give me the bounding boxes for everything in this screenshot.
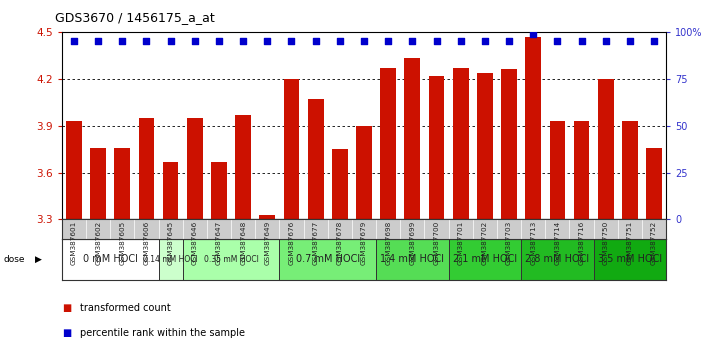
- Bar: [138, 118, 154, 219]
- Text: percentile rank within the sample: percentile rank within the sample: [80, 328, 245, 338]
- Point: [503, 39, 515, 44]
- Bar: [62, 239, 159, 280]
- Text: GSM387679: GSM387679: [361, 221, 367, 265]
- Bar: [376, 239, 448, 280]
- Point: [68, 39, 80, 44]
- Text: ■: ■: [62, 303, 71, 313]
- Text: GSM387602: GSM387602: [95, 221, 101, 265]
- Text: GSM387698: GSM387698: [385, 221, 391, 265]
- Text: 0.7 mM HOCl: 0.7 mM HOCl: [296, 254, 360, 264]
- Point: [92, 39, 104, 44]
- Text: GSM387716: GSM387716: [579, 221, 585, 265]
- Text: GSM387645: GSM387645: [167, 221, 174, 265]
- Text: ▶: ▶: [35, 255, 41, 264]
- Point: [237, 39, 249, 44]
- Point: [358, 39, 370, 44]
- Text: 1.4 mM HOCl: 1.4 mM HOCl: [380, 254, 444, 264]
- Bar: [183, 239, 280, 280]
- Bar: [593, 239, 666, 280]
- Bar: [356, 126, 372, 219]
- Point: [189, 39, 201, 44]
- Text: GSM387750: GSM387750: [603, 221, 609, 265]
- Text: 3.5 mM HOCl: 3.5 mM HOCl: [598, 254, 662, 264]
- Bar: [280, 239, 376, 280]
- Bar: [380, 68, 396, 219]
- Text: 2.1 mM HOCl: 2.1 mM HOCl: [453, 254, 517, 264]
- Text: GSM387648: GSM387648: [240, 221, 246, 265]
- Text: 0.14 mM HOCl: 0.14 mM HOCl: [143, 255, 198, 264]
- Text: transformed count: transformed count: [80, 303, 171, 313]
- Text: GSM387703: GSM387703: [506, 221, 512, 265]
- Text: GDS3670 / 1456175_a_at: GDS3670 / 1456175_a_at: [55, 11, 214, 24]
- Point: [165, 39, 176, 44]
- Text: 2.8 mM HOCl: 2.8 mM HOCl: [526, 254, 590, 264]
- Point: [600, 39, 612, 44]
- Point: [648, 39, 660, 44]
- Text: ■: ■: [62, 328, 71, 338]
- Text: GSM387678: GSM387678: [337, 221, 343, 265]
- Bar: [646, 148, 662, 219]
- Text: GSM387677: GSM387677: [312, 221, 319, 265]
- Bar: [429, 76, 444, 219]
- Bar: [235, 115, 251, 219]
- Text: GSM387606: GSM387606: [143, 221, 149, 265]
- Point: [552, 39, 563, 44]
- Text: GSM387752: GSM387752: [651, 221, 657, 265]
- Bar: [501, 69, 517, 219]
- Point: [455, 39, 467, 44]
- Bar: [90, 148, 106, 219]
- Text: 0 mM HOCl: 0 mM HOCl: [83, 254, 138, 264]
- Point: [285, 39, 297, 44]
- Bar: [259, 215, 275, 219]
- Bar: [550, 121, 565, 219]
- Text: GSM387647: GSM387647: [216, 221, 222, 265]
- Bar: [114, 148, 130, 219]
- Bar: [453, 68, 469, 219]
- Text: GSM387714: GSM387714: [554, 221, 561, 265]
- Point: [527, 31, 539, 36]
- Bar: [622, 121, 638, 219]
- Point: [310, 39, 322, 44]
- Bar: [521, 239, 593, 280]
- Point: [334, 39, 346, 44]
- Bar: [284, 79, 299, 219]
- Text: GSM387646: GSM387646: [191, 221, 198, 265]
- Text: GSM387601: GSM387601: [71, 221, 77, 265]
- Bar: [598, 79, 614, 219]
- Text: GSM387649: GSM387649: [264, 221, 270, 265]
- Text: GSM387699: GSM387699: [409, 221, 416, 265]
- Text: GSM387700: GSM387700: [433, 221, 440, 265]
- Point: [141, 39, 152, 44]
- Bar: [66, 121, 82, 219]
- Bar: [187, 118, 202, 219]
- Bar: [448, 239, 521, 280]
- Point: [624, 39, 636, 44]
- Bar: [211, 162, 227, 219]
- Text: dose: dose: [4, 255, 25, 264]
- Point: [431, 39, 443, 44]
- Text: GSM387701: GSM387701: [458, 221, 464, 265]
- Bar: [526, 36, 541, 219]
- Point: [213, 39, 225, 44]
- Text: GSM387713: GSM387713: [530, 221, 537, 265]
- Bar: [332, 149, 348, 219]
- Bar: [574, 121, 590, 219]
- Bar: [159, 239, 183, 280]
- Point: [116, 39, 128, 44]
- Text: GSM387751: GSM387751: [627, 221, 633, 265]
- Point: [261, 39, 273, 44]
- Bar: [308, 99, 323, 219]
- Bar: [163, 162, 178, 219]
- Point: [406, 39, 418, 44]
- Text: GSM387605: GSM387605: [119, 221, 125, 265]
- Text: GSM387702: GSM387702: [482, 221, 488, 265]
- Bar: [405, 58, 420, 219]
- Bar: [477, 73, 493, 219]
- Point: [479, 39, 491, 44]
- Point: [382, 39, 394, 44]
- Text: 0.35 mM HOCl: 0.35 mM HOCl: [204, 255, 258, 264]
- Text: GSM387676: GSM387676: [288, 221, 295, 265]
- Point: [576, 39, 587, 44]
